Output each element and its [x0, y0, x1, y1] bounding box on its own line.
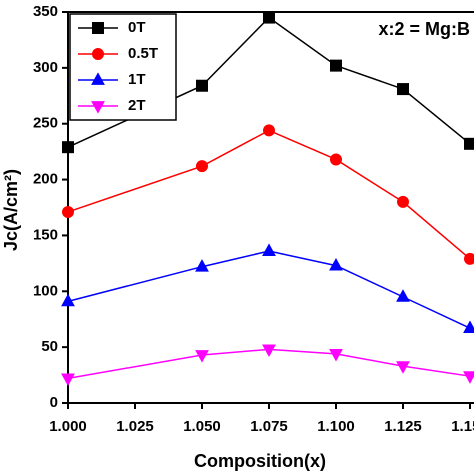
marker	[397, 195, 409, 208]
x-tick-label: 1.075	[250, 418, 288, 435]
marker	[196, 79, 208, 92]
marker	[61, 373, 75, 387]
annotation: x:2 = Mg:B	[378, 19, 470, 39]
marker	[91, 101, 105, 114]
marker	[262, 243, 276, 256]
legend-label: 2T	[128, 97, 146, 114]
marker	[397, 83, 409, 96]
marker	[196, 160, 208, 173]
x-tick-label: 1.050	[183, 418, 221, 435]
marker	[464, 252, 474, 265]
marker	[62, 141, 74, 154]
x-tick-label: 1.025	[116, 418, 154, 435]
x-tick-label: 1.000	[49, 418, 87, 435]
marker	[396, 289, 410, 302]
marker	[92, 22, 104, 34]
y-tick-label: 150	[33, 226, 58, 243]
marker	[262, 344, 276, 358]
legend-label: 0T	[128, 19, 146, 36]
marker	[330, 153, 342, 166]
legend-label: 0.5T	[128, 45, 158, 62]
marker	[263, 11, 275, 24]
marker	[330, 59, 342, 72]
y-tick-label: 250	[33, 115, 58, 132]
series-line	[67, 250, 471, 329]
x-tick-label: 1.150	[451, 418, 474, 435]
series-line	[67, 129, 471, 260]
series-line	[67, 16, 471, 148]
marker	[263, 124, 275, 137]
marker	[329, 348, 343, 362]
marker	[463, 320, 474, 334]
y-tick-label: 50	[41, 338, 58, 355]
marker	[396, 361, 410, 374]
legend-label: 1T	[128, 71, 146, 88]
x-tick-label: 1.100	[317, 418, 355, 435]
marker	[62, 205, 74, 218]
x-tick-label: 1.125	[384, 418, 422, 435]
y-tick-label: 350	[33, 3, 58, 20]
marker	[92, 48, 104, 60]
y-tick-label: 0	[50, 394, 58, 411]
x-axis-label: Composition(x)	[194, 451, 326, 471]
y-axis-label: Jc(A/cm²)	[1, 169, 21, 251]
marker	[195, 350, 209, 363]
marker	[463, 371, 474, 384]
y-tick-label: 300	[33, 59, 58, 76]
marker	[91, 72, 105, 85]
marker	[61, 293, 75, 307]
marker	[195, 259, 209, 272]
marker	[464, 137, 474, 150]
series-line	[67, 348, 471, 380]
legend-box	[69, 13, 177, 121]
y-tick-label: 200	[33, 171, 58, 188]
marker	[329, 257, 343, 271]
y-tick-label: 100	[33, 282, 58, 299]
